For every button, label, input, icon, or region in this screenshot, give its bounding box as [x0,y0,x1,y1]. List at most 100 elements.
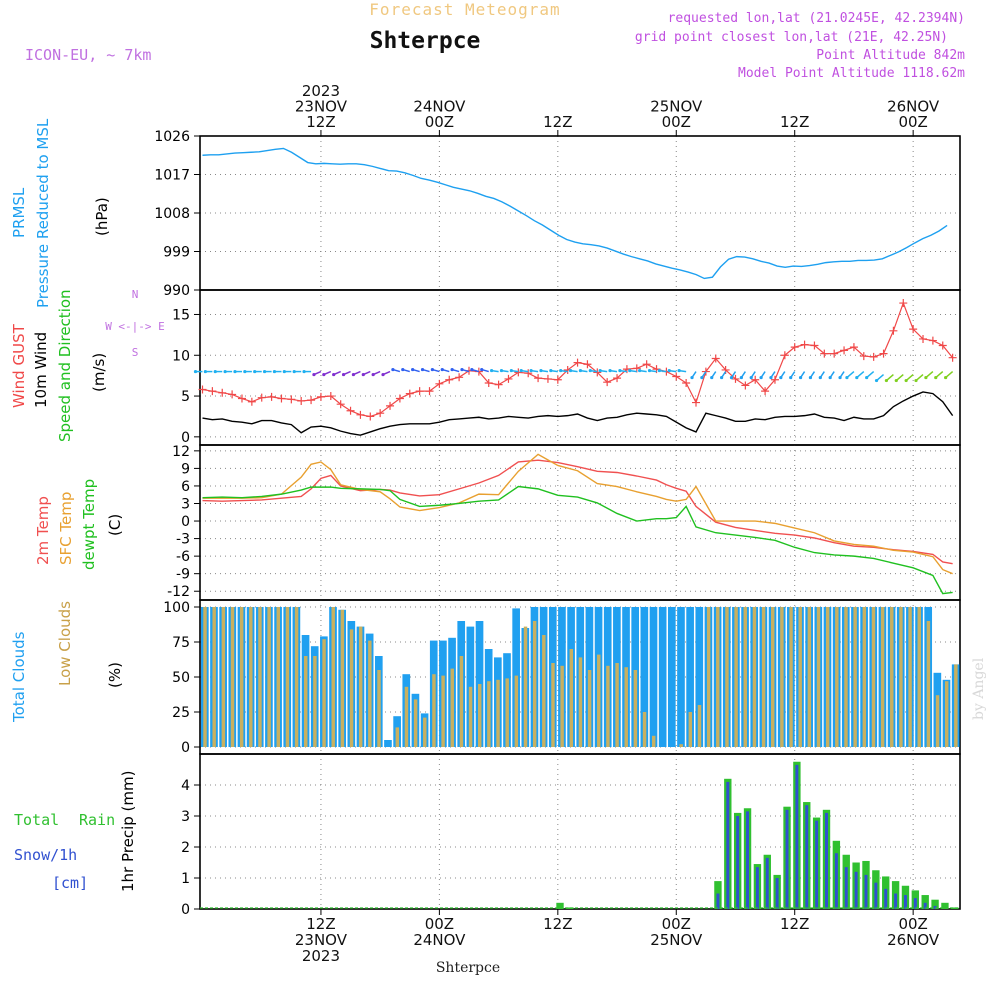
total-cloud-bar [649,607,658,747]
gust-marker [514,368,523,377]
low-cloud-bar [249,607,253,747]
precip-snow-bar [775,878,779,909]
low-cloud-bar [871,607,876,747]
wind-arrow-head [203,369,207,374]
wind-arrow-head [411,367,415,372]
pressure-unit-label: (hPa) [93,197,111,236]
gust-marker [790,343,799,352]
top-axis-label: 00Z [898,113,927,131]
gust-marker [395,394,404,403]
compass-we: W <-|-> E [105,320,165,333]
grid-point-coords: grid point closest lon,lat (21E, 42.25N) [635,30,948,45]
wind-arrow-head [292,369,296,374]
low-cloud-bar [606,665,610,747]
wind-arrow-head [253,369,257,374]
wind-unit-label: (m/s) [90,353,108,392]
gust-marker [287,395,296,404]
low-cloud-bar [954,664,958,747]
low-cloud-bar [468,686,473,747]
wind-arrow-head [720,375,724,380]
low-cloud-bar [642,712,647,747]
gust-marker [780,351,789,360]
wind-arrow-head [391,367,395,372]
wind-panel: 15 10 5 0 [172,289,961,446]
wind-arrow-head [509,368,513,373]
gust-marker [316,392,325,401]
low-cloud-bar [349,629,354,747]
low-cloud-bar [459,656,464,747]
total-cloud-bar [658,607,667,747]
wind-arrow-head [789,375,793,380]
precip-labels: Total Rain Snow/1h [cm] 1hr Precip (mm) [14,771,137,892]
gust-marker [879,349,888,358]
gust-marker [445,375,454,384]
precip-rain-label: Rain [79,811,115,829]
wind-arrow-head [322,372,326,377]
gust-marker [849,343,858,352]
wind-arrow-head [499,368,504,373]
low-cloud-bar [633,670,638,747]
wind-arrow-head [539,368,543,373]
gust-marker [701,367,710,376]
wind-arrow-head [944,375,948,380]
gust-marker [889,326,898,335]
y-tick-label: 3 [181,809,190,825]
total-cloud-bar [384,740,392,747]
y-tick-label: 0 [181,740,190,756]
bottom-axis-label: 25NOV [650,931,703,949]
y-tick-label: 25 [172,705,190,721]
low-cloud-bar [304,656,308,747]
gust-marker [267,392,276,401]
y-tick-label: 50 [172,670,190,686]
wind-arrow-head [213,369,217,374]
y-tick-label: 0 [181,430,190,446]
low-clouds-label: Low Clouds [56,601,74,686]
precip-unit-label: 1hr Precip (mm) [119,771,137,892]
total-clouds-label: Total Clouds [10,631,28,723]
precip-total-bar [566,907,574,909]
wind-arrow-head [341,372,346,377]
low-cloud-bar [221,607,226,747]
low-cloud-bar [542,635,546,747]
low-cloud-bar [413,699,418,747]
t2m-line [202,459,953,565]
wind-arrow-head [638,368,642,373]
gust-marker [692,398,701,407]
wind-arrow-head [223,369,227,374]
gust-marker [948,353,957,362]
y-tick-label: 3 [181,496,190,512]
wind-arrow-head [361,372,365,377]
wind-arrow-head [769,375,773,380]
total-cloud-bar [686,607,694,747]
precip-total-bar [931,899,939,909]
wind-arrow-head [470,367,474,372]
y-tick-label: -3 [176,532,190,548]
precip-snow-bar [815,820,819,909]
gust-marker [257,393,266,402]
wind-arrow-head [420,367,425,372]
low-cloud-bar [880,607,885,747]
y-tick-label: 75 [172,635,190,651]
gust-marker [672,372,681,381]
low-cloud-bar [276,607,280,747]
y-tick-label: -12 [167,584,190,600]
gust-marker [297,396,306,405]
wind-arrow-head [904,378,908,383]
compass-n: N [132,288,139,301]
gust-marker [919,334,928,343]
precip-snow-bar [874,882,878,909]
low-cloud-bar [752,607,757,747]
bottom-axis-label: 12Z [543,915,572,933]
bottom-axis-label: 23NOV [295,931,348,949]
bottom-axis-label: 00Z [898,915,927,933]
low-cloud-bar [706,607,711,747]
wind-speed-dir-label: Speed and Direction [56,289,74,442]
gust-marker [346,406,355,415]
gust-marker [455,373,464,382]
low-cloud-bar [890,607,894,747]
top-axis-label: 00Z [425,113,454,131]
model-altitude: Model Point Altitude 1118.62m [738,66,965,81]
low-cloud-bar [340,609,345,747]
